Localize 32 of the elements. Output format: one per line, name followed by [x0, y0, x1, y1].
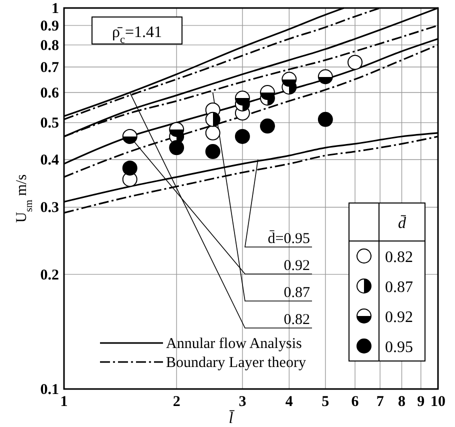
legend-title: d̄: [398, 214, 407, 232]
y-tick-label: 0.9: [40, 18, 59, 34]
y-tick-label: 0.7: [40, 60, 60, 76]
annotation: 0.87: [284, 285, 310, 301]
x-tick-label: 2: [172, 394, 180, 410]
x-tick-label: 5: [322, 394, 330, 410]
annotation: Boundary Layer theory: [166, 355, 306, 371]
y-tick-label: 0.2: [40, 267, 59, 284]
y-tick-label: 0.1: [40, 382, 59, 398]
y-tick-label: 1: [52, 1, 59, 17]
annotation: 0.82: [284, 312, 310, 328]
y-tick-label: 0.5: [40, 116, 59, 132]
y-tick-label: 0.3: [40, 200, 59, 216]
y-tick-label: 0.8: [40, 38, 59, 54]
legend-label: 0.95: [385, 339, 413, 356]
x-tick-label: 9: [417, 394, 425, 410]
annotation: d̄=0.95: [268, 230, 310, 247]
x-tick-label: 4: [285, 394, 294, 410]
x-tick-label: 10: [430, 394, 446, 410]
annotation: ρ̄$_{c}$=1.41: [112, 24, 162, 46]
x-tick-label: 8: [398, 394, 406, 410]
annotation: 0.92: [284, 258, 310, 274]
y-tick-label: 0.6: [40, 86, 60, 102]
legend-label: 0.92: [385, 309, 413, 326]
x-tick-label: 3: [238, 394, 246, 410]
y-tick-label: 0.4: [40, 152, 60, 169]
legend-label: 0.82: [385, 249, 413, 266]
x-axis-title: l̄: [228, 410, 235, 427]
x-tick-label: 6: [351, 394, 360, 410]
legend-label: 0.87: [385, 279, 413, 296]
x-tick-label: 7: [376, 394, 384, 410]
annotation: Annular flow Analysis: [166, 336, 302, 352]
